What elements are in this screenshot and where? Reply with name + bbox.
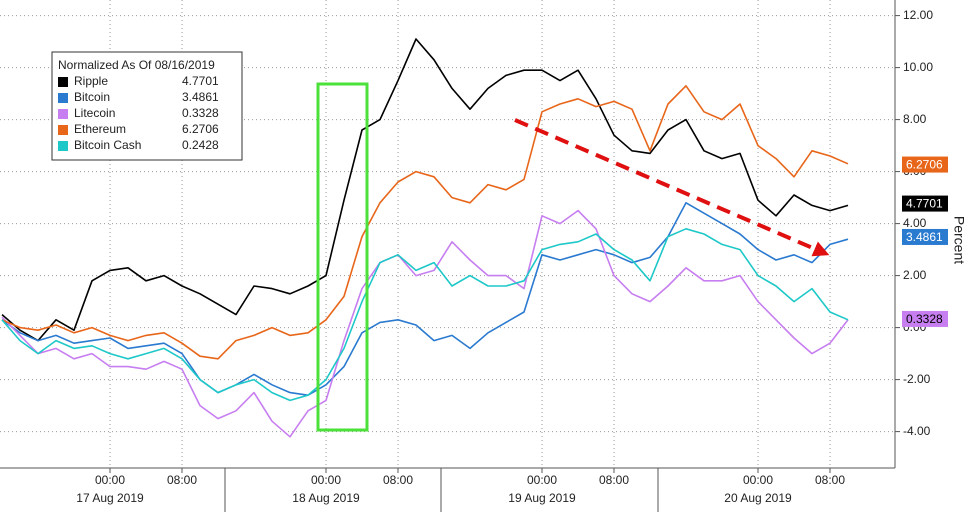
lines [1,38,849,438]
series-line [1,209,849,438]
legend-value: 0.2428 [182,138,219,152]
value-tag [902,195,948,212]
y-tick-label: 4.00 [903,216,927,230]
legend-value: 4.7701 [182,74,219,88]
y-tick-label: 12.00 [903,8,933,22]
legend-swatch [58,77,68,87]
y-tick-label: 2.00 [903,268,927,282]
date-label: 20 Aug 2019 [724,491,792,505]
legend-box [51,51,243,161]
x-tick-label: 08:00 [599,473,629,487]
value-tag [902,228,948,245]
y-tick-label: -4.00 [903,424,931,438]
value-tag-label: 0.3328 [906,312,943,326]
legend-value: 3.4861 [182,90,219,104]
legend-label: Ripple [74,74,108,88]
value-tag [902,156,948,173]
legend-swatch [58,109,68,119]
y-tick-label: -2.00 [903,372,931,386]
date-label: 17 Aug 2019 [76,491,144,505]
legend-label: Bitcoin Cash [74,138,141,152]
legend-value: 6.2706 [182,122,219,136]
x-tick-label: 00:00 [527,473,557,487]
x-tick-label: 08:00 [815,473,845,487]
legend-label: Ethereum [74,122,126,136]
date-label: 18 Aug 2019 [292,491,360,505]
y-tick-label: 10.00 [903,60,933,74]
x-tick-label: 00:00 [311,473,341,487]
x-tick-label: 00:00 [743,473,773,487]
x-tick-label: 08:00 [167,473,197,487]
legend-label: Bitcoin [74,90,110,104]
legend-title: Normalized As Of 08/16/2019 [58,58,215,72]
value-tag-label: 6.2706 [906,158,943,172]
legend-label: Litecoin [74,106,115,120]
value-tag-label: 4.7701 [906,197,943,211]
legend-value: 0.3328 [182,106,219,120]
x-tick-label: 00:00 [95,473,125,487]
highlight-box [316,82,369,432]
y-tick-label: 8.00 [903,112,927,126]
series-line [1,38,849,342]
legend-swatch [58,125,68,135]
y-axis-title: Percent [951,216,967,264]
value-tag-label: 3.4861 [906,230,943,244]
legend: Normalized As Of 08/16/2019 Ripple 4.7701… [51,51,243,161]
trend-arrow [514,118,830,257]
value-tag [902,310,948,327]
x-tick-label: 08:00 [383,473,413,487]
series-line [1,85,849,360]
legend-swatch [58,141,68,151]
series-line [1,202,849,396]
date-label: 19 Aug 2019 [508,491,576,505]
series-line [1,228,849,402]
legend-swatch [58,93,68,103]
